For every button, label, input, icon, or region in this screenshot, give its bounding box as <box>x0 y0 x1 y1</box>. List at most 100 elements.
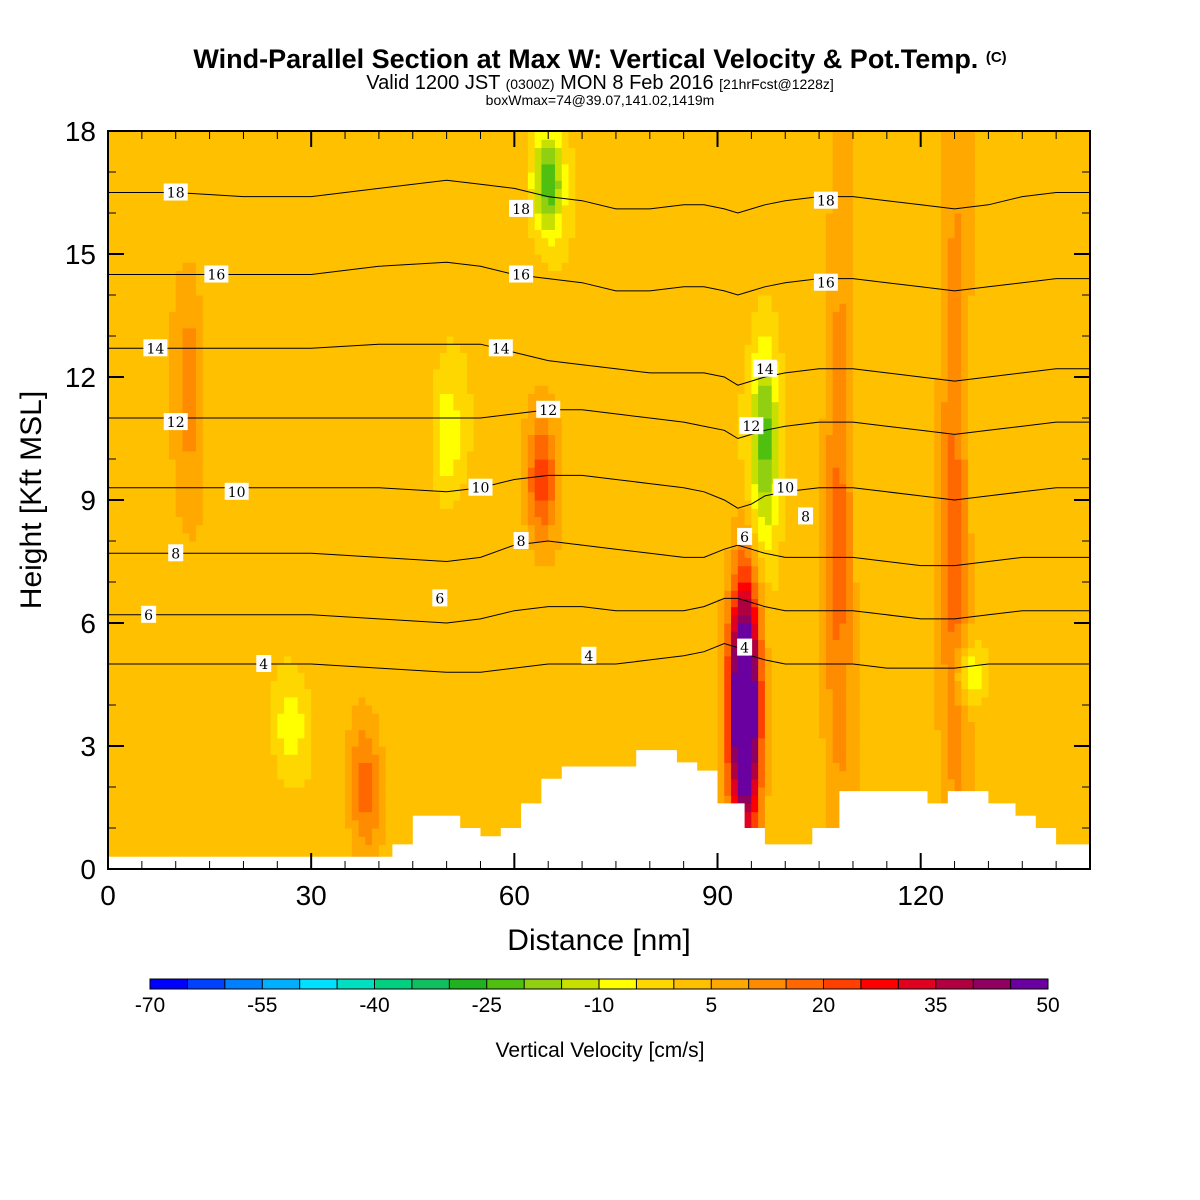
w-cell <box>202 844 211 854</box>
w-cell <box>148 565 156 575</box>
w-cell <box>189 508 197 517</box>
w-cell <box>439 770 448 780</box>
w-cell <box>121 770 129 780</box>
w-cell <box>304 221 312 230</box>
w-cell <box>114 491 123 501</box>
w-cell <box>236 286 245 296</box>
w-cell <box>168 524 177 534</box>
w-cell <box>277 139 285 148</box>
w-cell <box>270 746 278 755</box>
w-cell <box>439 204 448 214</box>
w-cell <box>250 590 258 599</box>
w-cell <box>223 565 231 575</box>
w-cell <box>284 836 292 845</box>
w-cell <box>297 770 305 780</box>
w-cell <box>365 221 373 230</box>
w-cell <box>419 188 427 198</box>
w-cell <box>182 573 190 583</box>
w-cell <box>189 229 197 239</box>
w-cell <box>365 688 373 698</box>
w-cell <box>148 196 156 206</box>
w-cell <box>365 582 373 591</box>
w-cell <box>372 500 380 509</box>
w-cell <box>114 557 123 567</box>
w-cell <box>223 196 231 206</box>
w-cell <box>141 754 150 763</box>
w-cell <box>473 377 482 386</box>
w-cell <box>385 787 394 796</box>
w-cell <box>209 254 217 263</box>
w-cell <box>399 229 407 239</box>
w-cell <box>324 549 333 558</box>
w-cell <box>243 557 251 567</box>
w-cell <box>473 204 482 214</box>
w-cell <box>378 401 387 411</box>
w-cell <box>412 139 421 148</box>
w-cell <box>162 245 170 255</box>
w-cell <box>263 590 272 599</box>
w-cell <box>324 409 333 419</box>
w-cell <box>358 377 366 386</box>
w-cell <box>365 721 373 731</box>
w-cell <box>162 450 170 460</box>
w-cell <box>304 516 312 526</box>
w-cell <box>196 409 204 419</box>
w-cell <box>358 672 366 681</box>
w-cell <box>426 754 434 763</box>
w-cell <box>121 147 129 157</box>
w-cell <box>168 385 177 394</box>
w-cell <box>196 787 204 796</box>
w-cell <box>202 623 211 632</box>
w-cell <box>202 401 211 411</box>
w-cell <box>243 819 251 829</box>
w-cell <box>433 500 441 509</box>
w-cell <box>378 409 387 419</box>
w-cell <box>175 442 184 452</box>
w-cell <box>263 163 272 173</box>
w-cell <box>182 221 190 230</box>
w-cell <box>284 434 292 444</box>
w-cell <box>446 688 454 698</box>
w-cell <box>189 606 197 616</box>
w-cell <box>324 737 333 747</box>
w-cell <box>284 237 292 247</box>
w-cell <box>216 368 224 378</box>
w-cell <box>114 213 123 222</box>
w-cell <box>412 483 421 493</box>
w-cell <box>182 819 190 829</box>
w-cell <box>317 442 326 452</box>
w-cell <box>324 639 333 649</box>
w-cell <box>399 303 407 312</box>
w-cell <box>311 590 319 599</box>
w-cell <box>209 590 217 599</box>
w-cell <box>175 213 184 222</box>
w-cell <box>223 172 231 181</box>
w-cell <box>108 196 116 206</box>
w-cell <box>399 450 407 460</box>
w-cell <box>419 614 427 624</box>
w-cell <box>399 828 407 837</box>
w-cell <box>351 188 360 198</box>
w-cell <box>317 672 326 681</box>
w-cell <box>460 787 468 796</box>
w-cell <box>128 163 136 173</box>
w-cell <box>317 377 326 386</box>
w-cell <box>324 565 333 575</box>
w-cell <box>317 762 326 772</box>
w-cell <box>263 442 272 452</box>
w-cell <box>189 434 197 444</box>
w-cell <box>277 237 285 247</box>
w-cell <box>175 172 184 181</box>
w-cell <box>236 811 245 821</box>
w-cell <box>216 426 224 435</box>
w-cell <box>277 467 285 476</box>
w-cell <box>317 245 326 255</box>
w-cell <box>168 393 177 403</box>
w-cell <box>175 336 184 345</box>
w-cell <box>433 344 441 353</box>
w-cell <box>453 360 461 370</box>
w-cell <box>338 360 346 370</box>
w-cell <box>108 532 116 542</box>
w-cell <box>182 434 190 444</box>
w-cell <box>419 434 427 444</box>
